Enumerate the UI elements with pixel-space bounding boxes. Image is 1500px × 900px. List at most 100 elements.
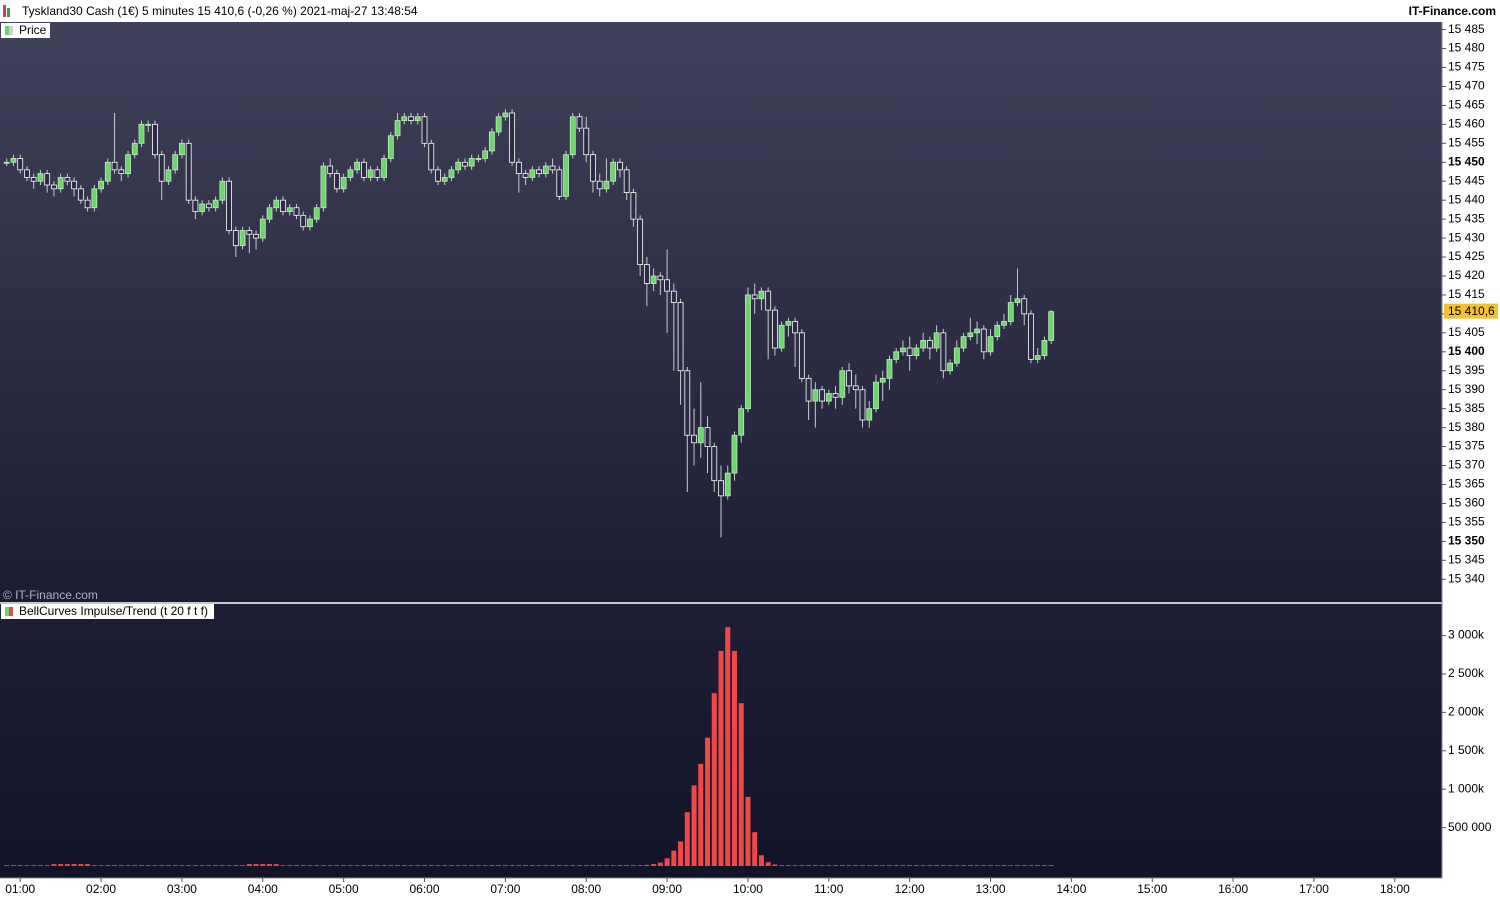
bar: [226, 865, 232, 867]
candle-body: [98, 180, 104, 190]
candle-body: [138, 123, 145, 144]
candle-body: [960, 336, 967, 349]
y-tick-label: 2 500k: [1448, 666, 1485, 680]
bar: [125, 865, 131, 867]
bar: [516, 865, 522, 867]
bar: [772, 864, 778, 867]
x-tick-label: 12:00: [895, 882, 925, 896]
bar: [684, 812, 690, 867]
candle-body: [879, 377, 886, 383]
bar: [630, 865, 636, 867]
candle-body: [556, 169, 563, 197]
y-tick-label: 15 375: [1448, 439, 1485, 453]
bar: [1021, 865, 1027, 867]
bar: [779, 865, 785, 867]
candle-body: [414, 116, 421, 121]
candle-body: [408, 116, 414, 121]
y-tick-label: 15 380: [1448, 420, 1485, 434]
bar: [543, 865, 549, 867]
candle-body: [44, 173, 51, 186]
bar: [159, 865, 165, 867]
candle-body: [933, 332, 940, 349]
candle-body: [805, 377, 812, 402]
candle-body: [394, 120, 401, 137]
y-tick-label: 15 405: [1448, 325, 1485, 339]
candle-body: [401, 116, 408, 121]
candle-body: [542, 165, 549, 175]
candle-body: [697, 427, 704, 444]
candle-body: [428, 142, 435, 171]
candle-body: [812, 389, 819, 402]
y-tick-label: 500 000: [1448, 820, 1492, 834]
bar: [1014, 865, 1020, 867]
candle-body: [724, 472, 731, 497]
candle-body: [111, 161, 118, 171]
candle-body: [583, 127, 590, 156]
bar: [139, 865, 145, 867]
bar: [860, 865, 866, 867]
candle-body: [987, 336, 994, 353]
candle-body: [273, 199, 280, 209]
y-tick-label: 15 340: [1448, 571, 1485, 585]
candle-body: [3, 161, 10, 164]
candle-body: [226, 180, 233, 231]
candle-body: [718, 480, 724, 497]
bar: [24, 865, 30, 867]
x-tick-label: 09:00: [652, 882, 682, 896]
bar: [502, 865, 508, 867]
bar: [752, 832, 758, 867]
candle-body: [441, 177, 448, 182]
candle-body: [10, 158, 17, 163]
bar: [1001, 865, 1007, 867]
bar: [718, 650, 724, 867]
y-tick-label: 15 425: [1448, 249, 1485, 263]
candle-body: [846, 370, 852, 387]
candle-body: [1001, 321, 1007, 326]
bar: [314, 865, 320, 867]
bar: [994, 865, 1000, 867]
candle-body: [529, 169, 536, 178]
bar: [1041, 865, 1047, 867]
bar: [570, 865, 576, 867]
candle-body: [131, 142, 138, 156]
bar: [974, 865, 980, 867]
bar: [664, 858, 670, 867]
candle-body: [286, 207, 293, 212]
candle-body: [30, 177, 37, 182]
candle-body: [994, 324, 1001, 338]
bar: [603, 865, 609, 867]
bar: [900, 865, 906, 867]
bar: [833, 865, 839, 867]
candle-body: [792, 321, 799, 334]
candle-body: [643, 264, 650, 284]
bar: [698, 763, 704, 867]
bar: [927, 865, 933, 867]
x-tick-label: 13:00: [976, 882, 1006, 896]
bar: [98, 865, 104, 867]
candle-body: [185, 142, 192, 201]
bar: [496, 865, 502, 867]
bar: [988, 865, 994, 867]
legend-icon: [5, 26, 9, 35]
y-tick-label: 15 345: [1448, 552, 1485, 566]
candle-body: [199, 203, 206, 212]
bar: [758, 855, 764, 867]
y-tick-label: 15 365: [1448, 477, 1485, 491]
x-tick-label: 05:00: [329, 882, 359, 896]
candle-body: [691, 434, 697, 444]
bar: [112, 865, 118, 867]
x-tick-label: 04:00: [248, 882, 278, 896]
bar: [415, 865, 421, 867]
candle-body: [421, 116, 428, 144]
bar: [199, 865, 205, 867]
bar: [556, 865, 562, 867]
y-tick-label: 15 360: [1448, 496, 1485, 510]
y-tick-label: 15 390: [1448, 382, 1485, 396]
candle-body: [179, 142, 185, 156]
bar: [1048, 865, 1054, 867]
candle-body: [462, 161, 468, 167]
candle-body: [482, 150, 489, 159]
candle-body: [900, 347, 906, 353]
candle-body: [17, 158, 24, 171]
bar: [678, 841, 684, 867]
